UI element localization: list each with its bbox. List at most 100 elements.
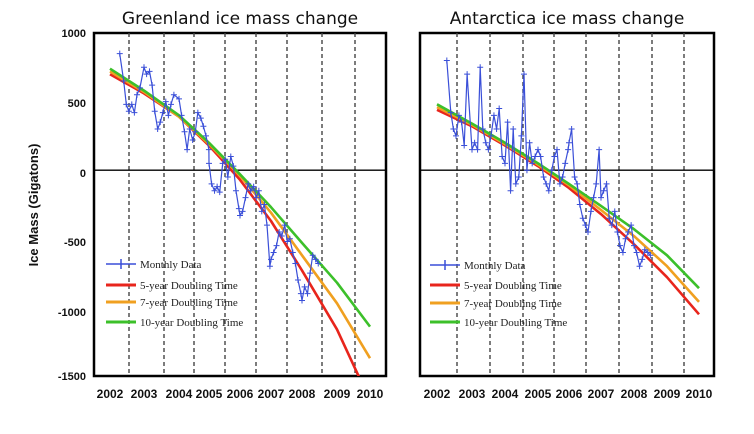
monthly-data-point — [548, 167, 555, 174]
x-tick-label: 2006 — [227, 387, 254, 401]
monthly-data-point — [644, 249, 651, 256]
monthly-data-point — [499, 153, 506, 160]
monthly-data-point — [584, 228, 591, 235]
x-tick-label: 2009 — [324, 387, 351, 401]
monthly-data-point — [532, 153, 539, 160]
monthly-data-point — [206, 160, 212, 167]
monthly-data-point — [170, 91, 177, 98]
monthly-data-point — [237, 212, 243, 219]
monthly-data-point — [587, 208, 594, 215]
monthly-data-point — [123, 101, 130, 108]
monthly-data-point — [292, 260, 299, 267]
monthly-data-point — [151, 108, 158, 115]
monthly-data-point — [216, 189, 223, 196]
legend-label: 5-year Doubling Time — [464, 280, 562, 292]
projection-line-3 — [109, 67, 372, 328]
monthly-data-point — [616, 242, 623, 249]
monthly-data-point — [146, 68, 153, 75]
monthly-data-point — [566, 139, 572, 146]
monthly-data-point — [579, 215, 586, 222]
x-tick-label: 2003 — [459, 387, 486, 401]
monthly-data-point — [636, 263, 643, 270]
monthly-data-point — [458, 119, 465, 126]
y-tick-label: -500 — [64, 237, 86, 249]
monthly-data-point — [224, 174, 231, 181]
x-tick-label: 2010 — [686, 387, 713, 401]
monthly-data-point — [606, 215, 613, 222]
monthly-data-point — [205, 146, 212, 153]
x-tick-label: 2010 — [357, 387, 384, 401]
monthly-data-point — [490, 112, 497, 119]
monthly-data-point — [253, 194, 260, 201]
monthly-data-point — [568, 126, 575, 133]
monthly-data-point — [232, 187, 239, 194]
monthly-data-point — [261, 201, 268, 208]
antarctica-plot-frame — [418, 31, 716, 378]
monthly-data-point — [178, 112, 185, 119]
monthly-data-point — [194, 109, 201, 116]
legend-label: 10-year Doubling Time — [140, 317, 243, 329]
monthly-data-point — [159, 109, 166, 116]
x-tick-label: 2008 — [289, 387, 316, 401]
antarctica-chart — [420, 33, 714, 376]
monthly-data-point — [192, 128, 199, 135]
legend-label: 10-year Doubling Time — [464, 317, 567, 329]
monthly-data-point — [496, 105, 503, 112]
x-tick-label: 2003 — [131, 387, 158, 401]
monthly-data-point — [452, 132, 459, 139]
monthly-data-point — [510, 126, 517, 133]
monthly-data-point — [200, 123, 207, 130]
monthly-data-point — [299, 297, 305, 304]
y-tick-label: 0 — [80, 168, 86, 180]
legend-label: 7-year Doubling Time — [464, 298, 562, 310]
monthly-data-point — [631, 242, 637, 249]
monthly-data-point — [485, 146, 492, 153]
legend-label: 5-year Doubling Time — [140, 280, 238, 292]
monthly-data-point — [304, 290, 311, 297]
monthly-data-point — [276, 228, 283, 235]
x-tick-label: 2008 — [621, 387, 648, 401]
monthly-data-point — [614, 228, 621, 235]
monthly-data-point — [162, 98, 169, 105]
y-tick-label: -1500 — [58, 371, 86, 383]
monthly-data-point — [286, 235, 293, 242]
monthly-data-point — [526, 139, 533, 146]
monthly-data-point — [512, 180, 519, 187]
monthly-data-point — [157, 119, 164, 126]
monthly-data-point — [235, 205, 242, 212]
x-tick-label: 2004 — [166, 387, 193, 401]
y-tick-label: 1000 — [62, 28, 86, 40]
greenland-chart — [94, 33, 386, 376]
x-tick-label: 2007 — [588, 387, 615, 401]
monthly-data-point — [455, 112, 462, 119]
monthly-data-point — [294, 276, 301, 283]
monthly-data-point — [551, 153, 558, 160]
monthly-data-point — [184, 146, 191, 153]
monthly-data-point — [622, 235, 629, 242]
monthly-data-point — [273, 242, 280, 249]
monthly-data-point — [633, 249, 640, 256]
legend-label: Monthly Data — [140, 259, 202, 271]
x-tick-label: 2002 — [424, 387, 451, 401]
x-tick-label: 2002 — [97, 387, 124, 401]
monthly-data-point — [625, 228, 632, 235]
monthly-data-point — [469, 146, 475, 153]
monthly-data-point — [477, 64, 484, 71]
x-tick-label: 2005 — [196, 387, 223, 401]
monthly-data-point — [540, 174, 547, 181]
monthly-data-point — [590, 194, 597, 201]
monthly-data-point — [211, 187, 218, 194]
monthly-data-point — [598, 194, 604, 201]
monthly-data-point — [504, 119, 511, 126]
monthly-data-point — [297, 290, 304, 297]
monthly-data-point — [571, 174, 578, 181]
monthly-data-point — [281, 222, 288, 229]
monthly-data-point — [167, 101, 174, 108]
monthly-data-point — [143, 71, 150, 78]
monthly-data-point — [230, 163, 237, 170]
monthly-data-point — [639, 256, 646, 263]
monthly-data-point — [611, 208, 618, 215]
monthly-data-point — [309, 252, 316, 259]
monthly-data-point — [312, 256, 319, 263]
